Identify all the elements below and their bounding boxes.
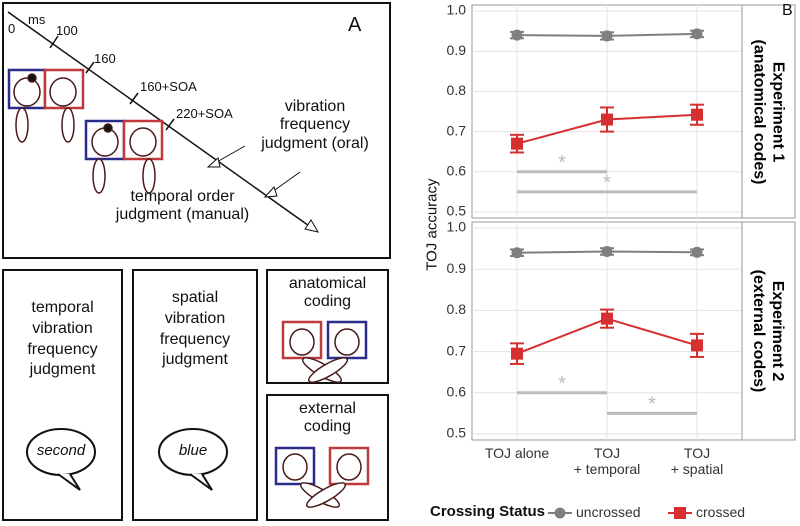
oral-label: vibration frequency judgment (oral) xyxy=(261,98,369,152)
box-text: external coding xyxy=(299,400,356,436)
timeline-arrow xyxy=(304,219,320,233)
speech-tail xyxy=(189,473,213,491)
legend-label: crossed xyxy=(696,504,746,520)
x-tick-label: TOJ + temporal xyxy=(573,445,641,478)
box-text: spatial vibration frequency judgment xyxy=(159,289,231,369)
data-point xyxy=(511,347,523,360)
strip xyxy=(741,221,796,441)
timeline-label: 160 xyxy=(94,51,116,66)
data-point xyxy=(691,246,703,258)
data-point xyxy=(601,312,613,325)
legend-marker xyxy=(674,507,686,519)
box-frame xyxy=(2,269,123,521)
data-point xyxy=(601,113,613,126)
box-frame xyxy=(266,269,389,384)
pointer xyxy=(214,145,246,164)
hands-illustration xyxy=(7,68,370,508)
box-frame xyxy=(132,269,258,521)
y-tick-label: 0.5 xyxy=(447,203,467,219)
bubble-text: second xyxy=(36,442,86,459)
data-point xyxy=(691,108,703,121)
data-point xyxy=(601,30,613,42)
y-tick-label: 0.9 xyxy=(447,260,467,276)
data-point xyxy=(511,29,523,41)
y-tick-label: 0.8 xyxy=(447,82,467,98)
y-tick-label: 0.6 xyxy=(447,163,467,179)
strip xyxy=(741,4,796,219)
x-tick-label: TOJ + spatial xyxy=(670,445,724,478)
y-axis-label: TOJ accuracy xyxy=(423,178,441,271)
timeline-tick xyxy=(165,118,175,131)
panel-label: A xyxy=(348,14,362,36)
bubble-text: blue xyxy=(178,442,208,459)
legend-label: uncrossed xyxy=(576,504,641,520)
data-point xyxy=(691,28,703,40)
y-tick-label: 1.0 xyxy=(447,2,467,18)
box-frame xyxy=(266,394,389,521)
pointer-head xyxy=(206,157,221,168)
timeline-label: 220+SOA xyxy=(176,106,233,121)
pointer-head xyxy=(263,186,278,198)
box-text: temporal vibration frequency judgment xyxy=(27,299,98,379)
panel-label: B xyxy=(782,2,793,19)
panel-a-frame xyxy=(2,2,391,259)
data-point xyxy=(511,247,523,259)
data-point xyxy=(691,339,703,352)
timeline-tick xyxy=(85,61,95,74)
strip-title: Experiment 1 (anatomical codes) xyxy=(750,39,787,184)
timeline-label: 100 xyxy=(56,23,78,38)
y-tick-label: 0.9 xyxy=(447,42,467,58)
timeline-label: ms xyxy=(28,12,46,27)
significance-label: * xyxy=(558,152,566,174)
box-text: anatomical coding xyxy=(288,275,367,311)
y-tick-label: 0.5 xyxy=(447,425,467,441)
x-tick-label: TOJ alone xyxy=(484,445,550,461)
strip-title: Experiment 2 (external codes) xyxy=(750,269,787,393)
timeline-tick xyxy=(49,35,59,49)
speech-tail xyxy=(57,473,81,491)
legend-marker xyxy=(554,507,566,519)
y-tick-label: 1.0 xyxy=(447,219,467,235)
data-point xyxy=(601,245,613,257)
y-tick-label: 0.7 xyxy=(447,122,467,138)
y-tick-label: 0.8 xyxy=(447,301,467,317)
significance-label: * xyxy=(603,172,611,194)
significance-label: * xyxy=(558,373,566,395)
legend-title: Crossing Status xyxy=(430,503,546,520)
data-point xyxy=(511,137,523,150)
pointer xyxy=(271,171,301,193)
manual-label: temporal order judgment (manual) xyxy=(115,188,250,224)
y-tick-label: 0.7 xyxy=(447,342,467,358)
timeline-label: 160+SOA xyxy=(140,79,197,94)
timeline-tick xyxy=(129,92,139,105)
y-tick-label: 0.6 xyxy=(447,384,467,400)
timeline-label: 0 xyxy=(8,21,16,36)
significance-label: * xyxy=(648,394,656,416)
